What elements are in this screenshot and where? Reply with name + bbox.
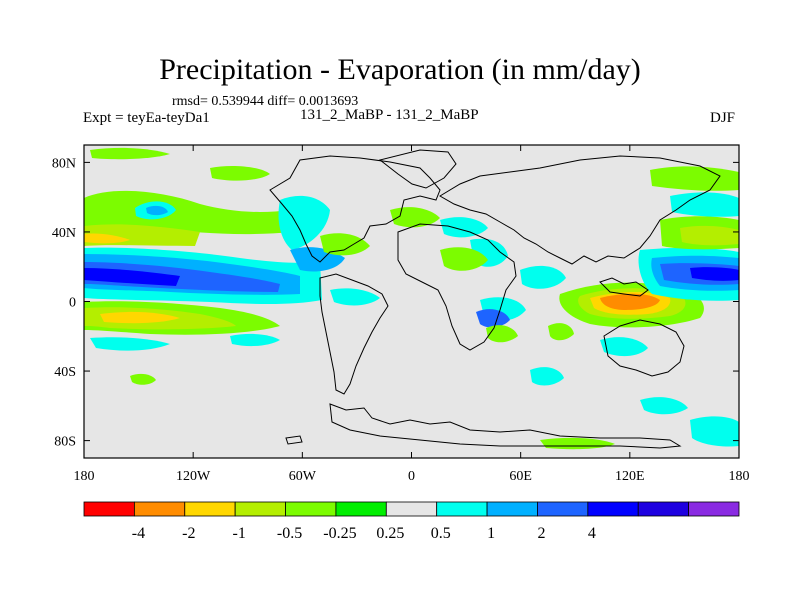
colorbar-label: 0.25 — [376, 525, 404, 542]
colorbar-swatch — [688, 501, 740, 517]
colorbar-label: -0.25 — [323, 525, 356, 542]
coastline-island — [285, 435, 303, 445]
contour-region — [90, 337, 170, 351]
colorbar-swatch — [285, 501, 337, 517]
coastline-south-america — [319, 273, 389, 395]
contour-region — [146, 205, 168, 216]
stats-label: rmsd= 0.539944 diff= 0.0013693 — [172, 94, 359, 109]
contour-region — [650, 166, 739, 191]
contour-region — [210, 166, 270, 181]
coastline-eurasia — [439, 155, 721, 265]
chart-title: Precipitation - Evaporation (in mm/day) — [159, 53, 641, 86]
contour-region — [330, 288, 380, 306]
contour-region — [600, 337, 648, 357]
colorbar-swatch — [436, 501, 488, 517]
contour-region — [278, 195, 330, 250]
experiment-label: Expt = teyEa-teyDa1 — [83, 110, 210, 126]
contour-region — [520, 265, 566, 289]
colorbar-swatch — [83, 501, 135, 517]
contour-region — [530, 367, 564, 386]
colorbar-swatch — [234, 501, 286, 517]
x-tick-label: 180 — [74, 469, 95, 484]
colorbar-label: -0.5 — [277, 525, 302, 542]
x-tick-label: 120W — [176, 469, 211, 484]
y-tick-label: 40S — [54, 365, 76, 380]
contour-region — [320, 233, 370, 256]
colorbar-swatch — [486, 501, 538, 517]
coastline-greenland — [378, 149, 457, 189]
season-label: DJF — [710, 110, 736, 126]
coastline-north-america — [269, 155, 441, 263]
contour-region — [440, 247, 488, 271]
run-label: 131_2_MaBP - 131_2_MaBP — [300, 107, 479, 123]
colorbar-swatch — [385, 501, 438, 517]
contour-region — [230, 333, 280, 347]
x-axis: 180 120W 60W 0 60E 120E 180 — [74, 145, 750, 484]
coastline-antarctica — [329, 403, 682, 449]
contour-region — [84, 262, 280, 292]
colorbar-swatch — [133, 501, 186, 517]
contour-region — [680, 225, 739, 246]
contour-region — [690, 267, 739, 281]
contour-region — [690, 416, 739, 447]
contour-region — [486, 325, 518, 343]
y-tick-label: 80N — [52, 156, 76, 171]
contour-region — [476, 309, 510, 328]
contour-region — [100, 311, 180, 324]
contour-region — [440, 217, 488, 238]
y-tick-label: 0 — [69, 296, 76, 311]
contour-region — [600, 293, 660, 310]
coastline-indonesia — [599, 277, 649, 297]
contour-region — [90, 147, 170, 160]
colorbar-swatch — [587, 501, 639, 517]
contour-region — [640, 397, 688, 415]
colorbar: -4 -2 -1 -0.5 -0.25 0.25 0.5 1 2 4 — [83, 501, 740, 542]
y-tick-label: 80S — [54, 435, 76, 450]
contour-region — [390, 207, 440, 228]
colorbar-label: -1 — [233, 525, 246, 542]
contour-region — [84, 233, 130, 244]
y-tick-label: 40N — [52, 226, 76, 241]
colorbar-label: 0.5 — [431, 525, 451, 542]
contour-region — [130, 373, 156, 385]
colorbar-label: -2 — [182, 525, 195, 542]
y-axis: 80N 40N 0 40S 80S — [52, 156, 739, 450]
colorbar-label: 1 — [487, 525, 495, 542]
x-tick-label: 60W — [289, 469, 317, 484]
x-tick-label: 0 — [408, 469, 415, 484]
contour-region — [670, 192, 739, 217]
x-tick-label: 180 — [729, 469, 750, 484]
coastlines — [269, 149, 721, 449]
coastline-africa — [397, 223, 517, 351]
coastline-australia — [603, 319, 685, 377]
colorbar-swatch — [184, 501, 236, 517]
contour-region — [84, 190, 292, 235]
x-tick-label: 120E — [615, 469, 645, 484]
contour-fields — [84, 147, 739, 450]
colorbar-label: 4 — [588, 525, 596, 542]
contour-region — [84, 268, 180, 286]
colorbar-label: 2 — [537, 525, 545, 542]
colorbar-swatch — [335, 501, 387, 517]
x-tick-label: 60E — [509, 469, 532, 484]
colorbar-swatch — [537, 501, 589, 517]
contour-region — [548, 323, 574, 341]
colorbar-label: -4 — [132, 525, 145, 542]
colorbar-swatch — [637, 501, 690, 517]
